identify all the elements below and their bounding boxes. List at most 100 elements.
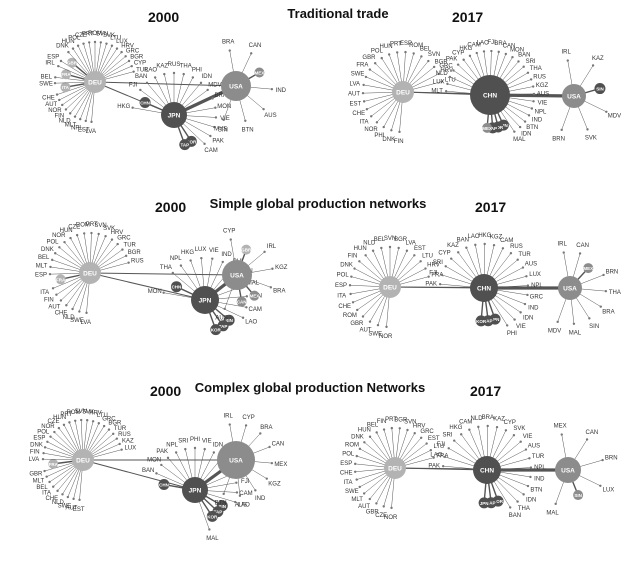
node-label-npl: NPL — [170, 256, 182, 262]
node-label-ita: ITA — [360, 120, 369, 126]
node-esp — [404, 50, 407, 54]
hub-link-chn-deu — [389, 286, 485, 289]
node-ind — [527, 114, 531, 117]
node-fin — [42, 451, 45, 455]
node-label-ltu: LTU — [445, 77, 456, 83]
node-pak — [456, 63, 460, 66]
node-label-cam: CAM — [239, 491, 252, 497]
node-rom — [356, 308, 359, 312]
node-label-fin: FIN — [394, 139, 404, 145]
node-che — [55, 93, 59, 96]
node-label-rom: ROM — [343, 313, 357, 319]
node-swe — [53, 81, 57, 85]
node-label-sin: SIN — [218, 128, 228, 134]
node-cam — [468, 428, 471, 431]
node-label-est: EST — [414, 246, 426, 252]
node-label-grc: GRC — [530, 294, 544, 300]
node-ban — [465, 246, 468, 249]
node-hkg — [468, 54, 472, 58]
node-label-pol: POL — [37, 429, 50, 435]
node-label-ind: IND — [276, 88, 287, 94]
node-label-cam: CAM — [467, 42, 480, 48]
node-label-bgr: BGR — [435, 59, 449, 65]
node-label-est: EST — [78, 128, 90, 134]
node-pol — [355, 454, 359, 458]
node-rom — [83, 232, 86, 235]
node-can — [585, 438, 589, 441]
node-label-esp: ESP — [400, 41, 412, 47]
node-label-pak: PAK — [156, 449, 168, 455]
node-label-cam: CAM — [500, 238, 513, 244]
hub-usa — [562, 84, 586, 108]
node-label-chn: CHN — [140, 101, 150, 106]
node-tur — [112, 432, 115, 436]
node-ita — [60, 82, 71, 93]
node-aut — [368, 497, 371, 501]
hub-chn — [470, 274, 498, 302]
node-pak — [209, 134, 212, 138]
node-lux — [599, 484, 602, 487]
node-bra — [259, 432, 262, 435]
node-label-lux: LUX — [529, 272, 541, 278]
node-label-irl: IRL — [562, 50, 572, 56]
node-cam — [475, 51, 478, 55]
node-bel — [48, 480, 51, 484]
node-label-mlt: MLT — [351, 497, 363, 503]
node-nld — [371, 249, 375, 252]
hub-label-usa: USA — [229, 83, 243, 90]
node-label-ind: IND — [221, 252, 232, 258]
node-label-svn: SVN — [428, 52, 440, 58]
node-kgz — [531, 85, 535, 88]
node-label-rus: RUS — [533, 74, 546, 80]
node-label-lux: LUX — [433, 80, 445, 86]
node-mdv — [605, 110, 608, 113]
node-label-pol: POL — [342, 451, 355, 457]
node-bra — [269, 286, 273, 289]
network-panel-1-right: NORSWEAUTGBRROMCHEITAESPPOLDNKFINHUNNLDB… — [335, 233, 621, 340]
node-label-tur: TUR — [532, 454, 545, 460]
hub-deu — [72, 449, 94, 471]
node-label-pol: POL — [371, 49, 384, 55]
node-label-grc: GRC — [420, 429, 434, 435]
node-aus — [521, 266, 525, 269]
node-ind — [529, 475, 532, 479]
node-ita — [370, 115, 373, 118]
node-mdv — [206, 88, 209, 92]
node-grc — [452, 69, 455, 72]
node-mex — [482, 122, 493, 133]
node-dnk — [390, 129, 393, 132]
node-label-hun: HUN — [53, 415, 66, 421]
node-label-brn: BRN — [605, 456, 618, 462]
node-fin — [398, 130, 401, 134]
node-est — [362, 100, 366, 103]
node-label-lva: LVA — [81, 320, 91, 326]
node-label-phi: PHI — [374, 133, 384, 139]
node-idn — [518, 125, 522, 129]
node-label-tur: TUR — [124, 242, 137, 248]
node-label-kgz: KGZ — [268, 481, 281, 487]
hub-label-deu: DEU — [396, 89, 410, 96]
node-esp — [59, 59, 63, 63]
node-can — [578, 252, 582, 255]
node-label-npl: NPL — [535, 109, 547, 115]
node-dnk — [353, 267, 356, 270]
node-ita — [52, 485, 55, 488]
node-label-mon: MON — [148, 289, 162, 295]
node-kaz — [456, 251, 460, 254]
node-label-tap: TAP — [484, 319, 493, 324]
node-label-fra: FRA — [356, 63, 368, 69]
node-label-kaz: KAZ — [156, 63, 168, 69]
node-ltu — [440, 80, 443, 83]
node-label-gbr: GBR — [350, 321, 364, 327]
node-label-sin: SIN — [225, 318, 233, 323]
node-label-che: CHE — [340, 471, 353, 477]
node-label-rom: ROM — [66, 410, 80, 416]
node-label-grc: GRC — [102, 416, 116, 422]
node-hkg — [459, 433, 463, 436]
node-label-grc: GRC — [439, 63, 453, 69]
node-label-mlt: MLT — [36, 264, 48, 270]
node-nor — [375, 121, 379, 124]
node-bgr — [432, 65, 436, 69]
node-svk — [586, 128, 589, 131]
node-bra — [497, 50, 500, 54]
